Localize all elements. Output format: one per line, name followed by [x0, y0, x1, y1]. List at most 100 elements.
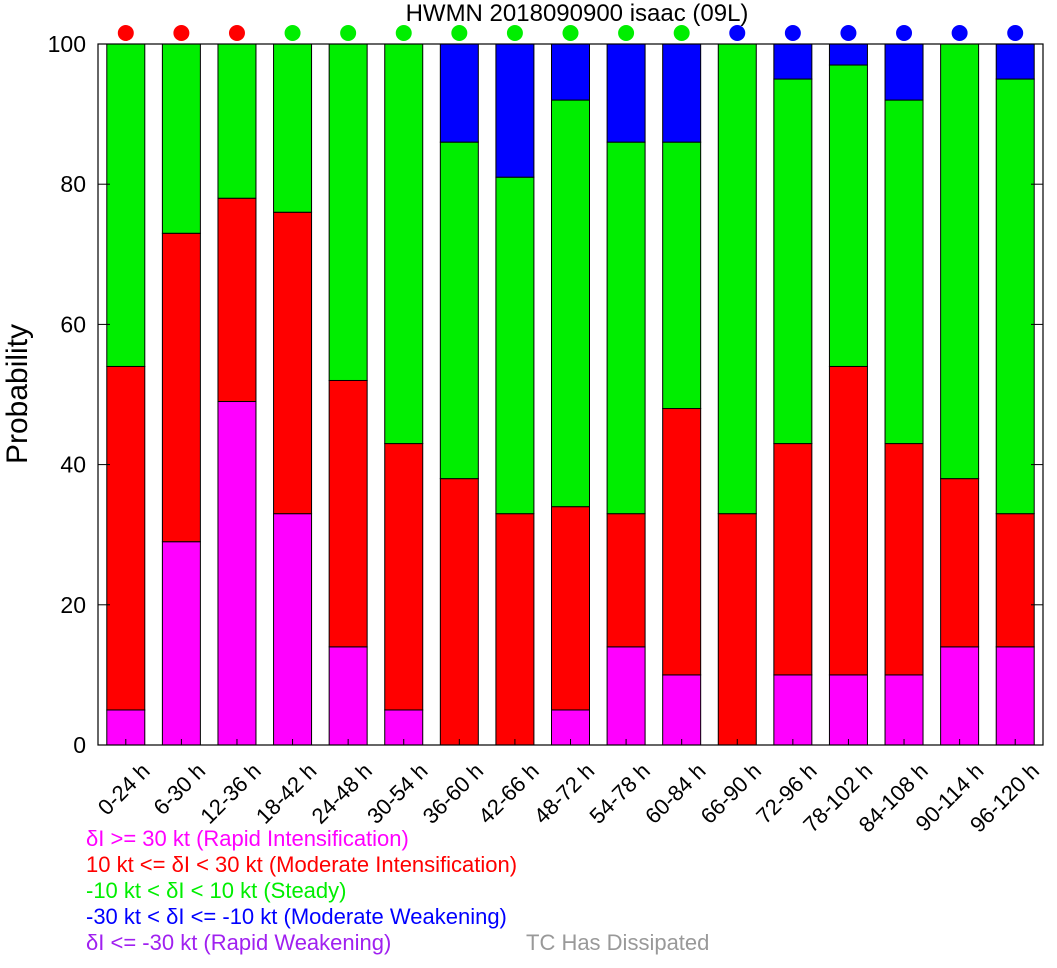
bar-segment-3-11	[662, 141, 702, 410]
plot-frame	[97, 43, 1044, 746]
y-tick-label: 0	[73, 732, 86, 758]
bar-segment-4-9	[551, 43, 590, 101]
bar-segment-2-9	[551, 506, 590, 711]
legend-rw: δI <= -30 kt (Rapid Weakening)	[86, 930, 392, 955]
indicator-dot	[117, 25, 134, 41]
x-tick-label: 42-66 h	[473, 758, 543, 828]
y-tick-label: 40	[60, 452, 86, 478]
bar-segment-3-8	[495, 176, 535, 515]
bar-segment-3-9	[551, 99, 590, 508]
legend-ri: δI >= 30 kt (Rapid Intensification)	[86, 826, 409, 851]
indicator-dot	[340, 25, 357, 41]
legend-mi: 10 kt <= δI < 30 kt (Moderate Intensific…	[86, 852, 518, 877]
indicator-dot	[729, 25, 746, 41]
bar-segment-3-12	[717, 43, 757, 515]
bar-segment-4-11	[662, 43, 702, 143]
bar-segment-2-11	[662, 408, 702, 676]
indicator-dot	[284, 25, 301, 41]
indicator-dot	[784, 25, 801, 41]
y-axis-label: Probability	[1, 324, 34, 464]
x-tick-label: 48-72 h	[529, 758, 599, 828]
bar-segment-1-14	[828, 674, 868, 746]
indicator-dot	[395, 25, 412, 41]
bar-segment-2-7	[439, 478, 479, 746]
indicator-dot	[951, 25, 968, 41]
bar-segment-3-3	[217, 43, 257, 199]
bar-segment-4-7	[439, 43, 479, 143]
x-tick-label: 0-24 h	[93, 758, 155, 820]
indicator-dot	[173, 25, 190, 41]
bar-segment-1-2	[161, 541, 201, 746]
bar-segment-3-14	[828, 64, 868, 367]
bar-segment-1-3	[217, 401, 257, 746]
bar-segment-1-10	[606, 646, 646, 746]
bar-segment-1-16	[940, 646, 980, 746]
legend-steady: -10 kt < δI < 10 kt (Steady)	[86, 878, 347, 903]
bar-segment-3-13	[773, 78, 813, 445]
bar-group	[106, 43, 1035, 746]
bar-segment-1-11	[662, 674, 702, 746]
y-tick-label: 60	[60, 311, 86, 337]
legend-dissipated: TC Has Dissipated	[526, 930, 710, 955]
bar-segment-3-15	[884, 99, 924, 445]
x-tick-label: 30-54 h	[362, 758, 432, 828]
bar-segment-2-10	[606, 513, 646, 648]
x-tick-label: 66-90 h	[696, 758, 766, 828]
bar-segment-3-5	[328, 43, 368, 381]
bar-segment-2-6	[384, 443, 424, 711]
indicator-dot	[451, 25, 468, 41]
bar-segment-2-17	[995, 513, 1035, 648]
bar-segment-3-6	[384, 43, 424, 445]
x-tick-label: 12-36 h	[195, 758, 265, 828]
axes	[97, 43, 1044, 746]
bar-segment-2-4	[273, 211, 313, 515]
bar-segment-4-13	[773, 43, 813, 80]
bar-segment-1-4	[273, 513, 313, 746]
indicator-dot	[228, 25, 245, 41]
y-tick-label: 100	[48, 31, 86, 57]
indicator-dot	[840, 25, 857, 41]
bar-segment-2-1	[106, 365, 146, 711]
y-tick-labels: 0 20 40 60 80 100	[48, 31, 86, 758]
bar-segment-4-10	[606, 43, 646, 143]
bar-segment-2-5	[328, 379, 368, 648]
bar-segment-3-4	[273, 43, 313, 213]
bar-segment-1-15	[884, 674, 924, 746]
bar-segment-3-17	[995, 78, 1035, 515]
bar-segment-2-13	[773, 443, 813, 676]
chart-title: HWMN 2018090900 isaac (09L)	[406, 0, 749, 27]
indicator-dot	[896, 25, 913, 41]
indicator-dot	[506, 25, 523, 41]
x-tick-label: 24-48 h	[307, 758, 377, 828]
legend: δI >= 30 kt (Rapid Intensification) 10 k…	[86, 826, 517, 956]
indicator-dot	[1007, 25, 1024, 41]
bar-segment-2-16	[940, 478, 980, 648]
bar-segment-2-3	[217, 197, 257, 403]
bar-segment-1-5	[328, 646, 368, 746]
y-tick-label: 80	[60, 171, 86, 197]
bar-segment-3-16	[940, 43, 980, 480]
x-tick-label: 18-42 h	[251, 758, 321, 828]
bar-segment-3-2	[161, 43, 201, 234]
bar-segment-4-8	[495, 43, 535, 178]
bar-segment-1-17	[995, 646, 1035, 746]
bar-segment-2-12	[717, 513, 757, 746]
bar-segment-2-2	[161, 232, 201, 543]
x-tick-label: 36-60 h	[418, 758, 488, 828]
bar-segment-3-10	[606, 141, 646, 515]
bar-segment-4-17	[995, 43, 1035, 80]
bar-segment-1-13	[773, 674, 813, 746]
bar-segment-2-8	[495, 513, 535, 746]
indicator-dot	[562, 25, 579, 41]
bar-segment-3-1	[106, 43, 146, 367]
bar-segment-2-15	[884, 443, 924, 676]
bar-segment-4-14	[828, 43, 868, 66]
bar-segment-4-15	[884, 43, 924, 101]
x-tick-label: 60-84 h	[640, 758, 710, 828]
indicator-dot	[618, 25, 635, 41]
y-tick-label: 20	[60, 592, 86, 618]
legend-mw: -30 kt < δI <= -10 kt (Moderate Weakenin…	[86, 904, 507, 929]
bar-segment-3-7	[439, 141, 479, 480]
indicator-dots	[117, 25, 1024, 41]
